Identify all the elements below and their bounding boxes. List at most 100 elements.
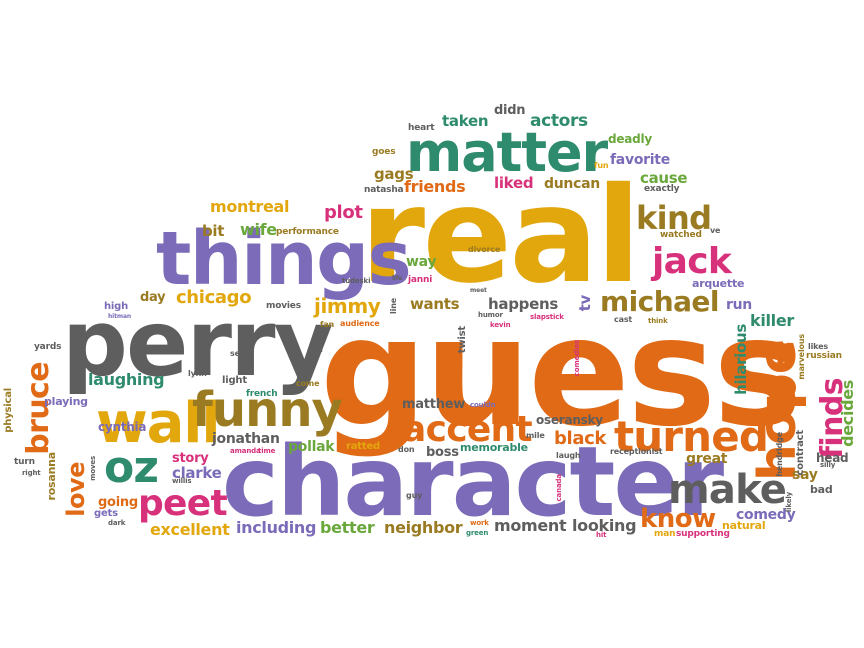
word-physical: physical — [3, 388, 14, 433]
word-bit: bit — [202, 222, 225, 240]
word-going: going — [98, 495, 138, 510]
word-natural: natural — [722, 519, 766, 532]
word-oz: oz — [104, 442, 159, 493]
word-know: know — [640, 504, 716, 534]
word-bruce: bruce — [21, 362, 56, 455]
word-think: think — [648, 317, 668, 325]
word-tudeski: tudeski — [342, 277, 371, 285]
word-yards: yards — [34, 342, 62, 352]
word-goes: goes — [372, 147, 396, 157]
word-russian: russian — [806, 351, 842, 361]
word-jack: jack — [652, 241, 732, 282]
word-ratted: ratted — [346, 441, 380, 452]
word-fun: fun — [594, 161, 609, 170]
word-great: great — [686, 451, 728, 467]
word-laughing: laughing — [88, 370, 165, 389]
word-wife: wife — [240, 220, 277, 239]
word-mile: mile — [526, 431, 545, 440]
word-day: day — [140, 290, 166, 305]
word-neighbor: neighbor — [384, 518, 463, 537]
word-couldn: couldn — [470, 401, 496, 409]
word-love: love — [62, 462, 90, 517]
word-green: green — [466, 529, 489, 537]
word-head: head — [816, 451, 849, 465]
word-make: make — [668, 467, 787, 513]
word-killer: killer — [750, 311, 794, 330]
word-character: character — [222, 426, 724, 538]
word-kevin: kevin — [490, 321, 511, 329]
word-line: line — [389, 298, 398, 314]
word-gets: gets — [94, 508, 118, 519]
word-clarke: clarke — [172, 464, 222, 482]
word-fan: fan — [320, 320, 335, 329]
word-jonathan: jonathan — [212, 431, 280, 447]
word-guy: guy — [406, 491, 423, 500]
word-things: things — [156, 216, 412, 302]
word-audience: audience — [340, 319, 380, 328]
word-plot: plot — [324, 202, 363, 223]
word-natasha: natasha — [364, 185, 404, 195]
word-accent: accent — [402, 409, 533, 450]
word-matter: matter — [406, 121, 608, 184]
word-moves: moves — [89, 456, 97, 481]
word-likes: likes — [808, 342, 828, 351]
word-hilarious: hilarious — [732, 324, 750, 395]
word-right: right — [22, 469, 41, 477]
word-cause: cause — [640, 169, 688, 187]
word-contract: contract — [795, 430, 806, 476]
word-better: better — [320, 518, 375, 537]
word-watched: watched — [660, 230, 702, 240]
word-say: say — [792, 467, 818, 483]
word-real: real — [360, 159, 641, 313]
word-decides: decides — [838, 380, 857, 447]
word-matthew: matthew — [402, 397, 466, 412]
word-wants: wants — [410, 295, 460, 313]
word-turn: turn — [14, 457, 35, 467]
word-black: black — [554, 428, 607, 449]
word-oseransky: oseransky — [536, 413, 603, 427]
word-guess: guess — [320, 286, 802, 460]
word-divorce: divorce — [468, 245, 501, 254]
word-funny: funny — [192, 382, 343, 438]
word-work: work — [470, 519, 489, 527]
word-marvelous: marvelous — [797, 334, 806, 380]
word-boss: boss — [426, 445, 459, 460]
word-seen: seen — [230, 349, 251, 358]
word-hit: hit — [596, 531, 607, 539]
word-rosanna: rosanna — [45, 452, 58, 501]
word-silly: silly — [820, 461, 836, 469]
word-exactly: exactly — [644, 184, 680, 194]
word-favorite: favorite — [610, 152, 670, 168]
word-kind: kind — [636, 199, 712, 237]
word-laugh: laugh — [556, 451, 581, 460]
word-michael: michael — [600, 285, 719, 318]
word-heart: heart — [408, 123, 435, 133]
word-liked: liked — [494, 174, 534, 192]
word-amanda: amanda — [230, 447, 261, 455]
word-lynn: lynn — [188, 369, 207, 378]
word-performance: performance — [276, 227, 339, 237]
word-looking: looking — [572, 516, 637, 535]
word-playing: playing — [44, 395, 88, 408]
word-comedies: comedies — [573, 340, 581, 377]
word-comedy: comedy — [736, 507, 796, 523]
word-memorable: memorable — [460, 441, 528, 454]
word-bad: bad — [810, 483, 833, 496]
word-canada: canada — [555, 474, 563, 502]
word-slapstick: slapstick — [530, 313, 564, 321]
word-including: including — [236, 518, 317, 537]
word-pollak: pollak — [288, 439, 335, 455]
word-duncan: duncan — [544, 176, 600, 192]
word-turned: turned — [614, 412, 769, 461]
word-supporting: supporting — [676, 529, 730, 539]
word-didn: didn — [494, 103, 526, 118]
word-humor: humor — [478, 311, 503, 319]
word-janni: janni — [408, 275, 433, 285]
word-meet: meet — [470, 287, 487, 294]
word-peet: peet — [138, 483, 228, 524]
word-wall: wall — [96, 391, 221, 456]
word-deadly: deadly — [608, 132, 652, 146]
word-moment: moment — [494, 516, 567, 535]
word-gags: gags — [374, 165, 414, 183]
